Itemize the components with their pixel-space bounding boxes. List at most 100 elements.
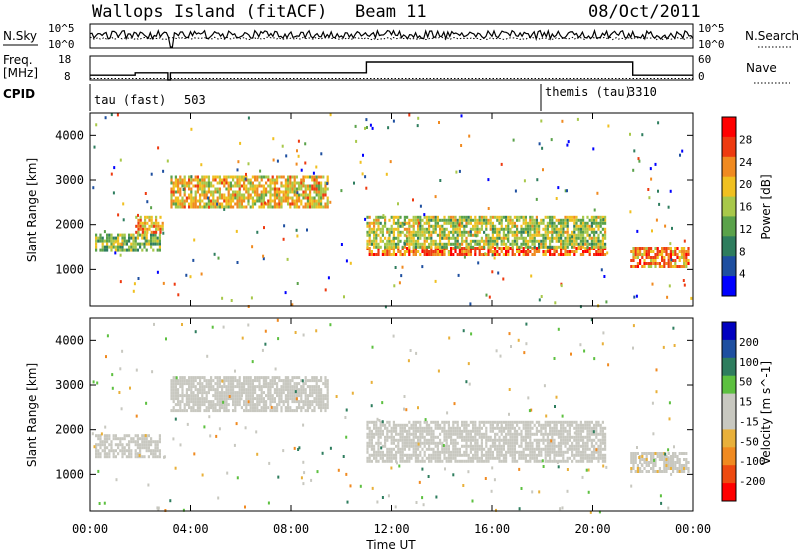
data-cell [194, 175, 197, 179]
data-cell [571, 230, 574, 234]
data-cell [234, 376, 237, 380]
data-cell [553, 357, 556, 360]
data-cell [403, 435, 406, 439]
data-cell [480, 450, 483, 454]
data-cell [298, 187, 301, 191]
data-cell [555, 250, 558, 253]
data-cell [566, 489, 569, 493]
data-cell [225, 376, 228, 380]
data-cell [551, 230, 554, 234]
data-cell [476, 227, 479, 231]
data-cell [560, 435, 563, 439]
data-cell [179, 382, 182, 386]
data-cell [295, 187, 298, 191]
data-cell [571, 450, 574, 454]
data-cell [650, 458, 653, 461]
data-cell [549, 253, 552, 256]
data-cell [148, 224, 151, 228]
data-cell [588, 432, 591, 436]
data-cell [465, 429, 468, 433]
data-cell [425, 429, 428, 433]
data-cell [293, 409, 296, 413]
data-cell [579, 230, 582, 234]
data-cell [557, 432, 560, 436]
data-cell [181, 382, 184, 386]
data-cell [483, 453, 486, 457]
data-cell [247, 193, 250, 197]
data-cell [540, 432, 543, 436]
data-cell [516, 423, 519, 427]
data-cell [658, 265, 661, 268]
data-cell [417, 429, 420, 433]
data-cell [507, 444, 510, 448]
data-cell [144, 215, 147, 219]
data-cell [179, 385, 182, 389]
data-cell [185, 379, 188, 383]
data-cell [295, 228, 298, 232]
data-cell [425, 432, 428, 436]
data-cell [573, 253, 576, 256]
data-cell [324, 385, 327, 389]
data-cell [467, 432, 470, 436]
data-cell [368, 236, 371, 240]
data-cell [655, 218, 658, 222]
data-cell [522, 230, 525, 234]
data-cell [439, 250, 442, 253]
data-cell [247, 196, 250, 200]
data-cell [379, 435, 382, 439]
data-cell [243, 193, 246, 197]
data-cell [491, 450, 494, 454]
data-cell [170, 394, 173, 398]
data-cell [408, 250, 411, 253]
data-cell [158, 248, 161, 252]
data-cell [269, 190, 272, 194]
colorbar-tick-label: -100 [739, 455, 766, 468]
data-cell [582, 224, 585, 228]
data-cell [273, 190, 276, 194]
data-cell [650, 262, 653, 265]
data-cell [251, 245, 254, 249]
data-cell [450, 429, 453, 433]
data-cell [685, 461, 688, 464]
data-cell [579, 423, 582, 427]
data-cell [685, 467, 688, 470]
data-cell [320, 391, 323, 395]
y-tick-label: 2000 [55, 218, 84, 232]
data-cell [355, 139, 358, 143]
data-cell [500, 239, 503, 243]
data-cell [507, 245, 510, 249]
data-cell [542, 253, 545, 256]
data-cell [560, 253, 563, 256]
data-cell [520, 242, 523, 246]
data-cell [106, 334, 109, 338]
data-cell [582, 435, 585, 439]
data-cell [114, 251, 117, 255]
data-cell [430, 215, 433, 219]
data-cell [101, 449, 104, 453]
data-cell [375, 239, 378, 243]
data-cell [194, 379, 197, 383]
data-cell [414, 435, 417, 439]
data-cell [511, 453, 514, 457]
data-cell [406, 432, 409, 436]
data-cell [476, 438, 479, 442]
data-cell [577, 432, 580, 436]
data-cell [216, 394, 219, 398]
data-cell [295, 400, 298, 404]
data-cell [630, 250, 633, 253]
data-cell [216, 391, 219, 395]
data-cell [428, 253, 431, 256]
data-cell [597, 423, 600, 427]
data-cell [119, 242, 122, 246]
data-cell [302, 400, 305, 404]
data-cell [641, 265, 644, 268]
data-cell [284, 382, 287, 386]
data-cell [531, 218, 534, 222]
data-cell [588, 420, 591, 424]
data-cell [304, 376, 307, 380]
data-cell [531, 247, 534, 250]
data-cell [524, 441, 527, 445]
data-cell [368, 441, 371, 445]
data-cell [238, 403, 241, 407]
data-cell [560, 250, 563, 253]
